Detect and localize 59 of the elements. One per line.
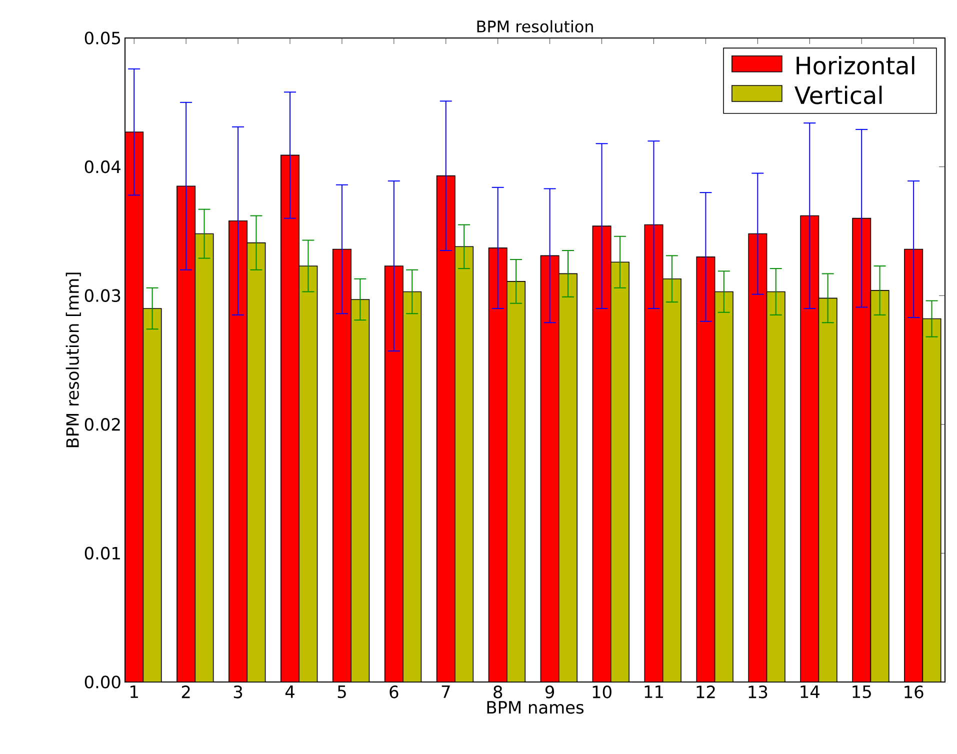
x-tick-label: 12 [696, 686, 715, 698]
bar [454, 246, 474, 682]
bar [280, 155, 300, 682]
chart-title: BPM resolution [477, 20, 593, 32]
x-tick-label: 14 [800, 686, 820, 698]
bar [332, 249, 352, 682]
bar [748, 234, 767, 682]
bar [247, 242, 266, 682]
bar [644, 224, 663, 682]
x-tick-label: 2 [182, 686, 190, 698]
bar [436, 176, 455, 682]
bar [540, 256, 559, 682]
bar [558, 274, 578, 682]
bar [610, 262, 630, 682]
bar [384, 266, 404, 682]
x-tick-label: 4 [285, 686, 294, 698]
bar [592, 226, 611, 682]
x-tick-label: 7 [442, 686, 450, 698]
x-tick-label: 15 [852, 686, 871, 698]
x-tick-label: 10 [592, 686, 612, 698]
bar [922, 318, 942, 682]
bar [818, 298, 837, 682]
legend-label: Horizontal [796, 56, 914, 75]
bar [766, 292, 785, 682]
x-axis-title: BPM names [487, 701, 584, 714]
bar [125, 132, 144, 682]
x-tick-label: 9 [545, 686, 554, 698]
bar [714, 292, 733, 682]
x-tick-label: 8 [494, 686, 502, 698]
x-tick-label: 1 [130, 686, 138, 698]
y-axis-title: BPM resolution [mm] [66, 272, 81, 448]
bar [403, 292, 422, 682]
bar [299, 266, 318, 682]
bar [852, 218, 871, 682]
x-tick-label: 13 [748, 686, 768, 698]
y-tick-label: 0.04 [84, 160, 121, 174]
bar [143, 308, 162, 682]
y-tick-label: 0.00 [84, 676, 120, 688]
x-tick-label: 5 [338, 686, 346, 698]
bar [870, 290, 889, 682]
bar [662, 278, 682, 682]
y-tick-label: 0.05 [84, 32, 120, 44]
x-tick-label: 16 [904, 686, 924, 698]
y-tick-label: 0.02 [84, 418, 120, 431]
y-tick-label: 0.01 [84, 546, 120, 560]
y-tick-label: 0.03 [84, 289, 120, 302]
bar [228, 220, 248, 682]
bar [904, 248, 924, 682]
bar [488, 248, 507, 682]
bar [176, 186, 196, 682]
bar [696, 256, 715, 682]
x-tick-label: 6 [390, 686, 398, 698]
legend-label: Vertical [794, 86, 882, 104]
x-tick-label: 3 [234, 686, 242, 698]
bar [800, 216, 819, 682]
bar [506, 281, 526, 682]
bar [351, 299, 370, 682]
x-tick-label: 11 [644, 686, 663, 698]
bar [195, 234, 214, 682]
